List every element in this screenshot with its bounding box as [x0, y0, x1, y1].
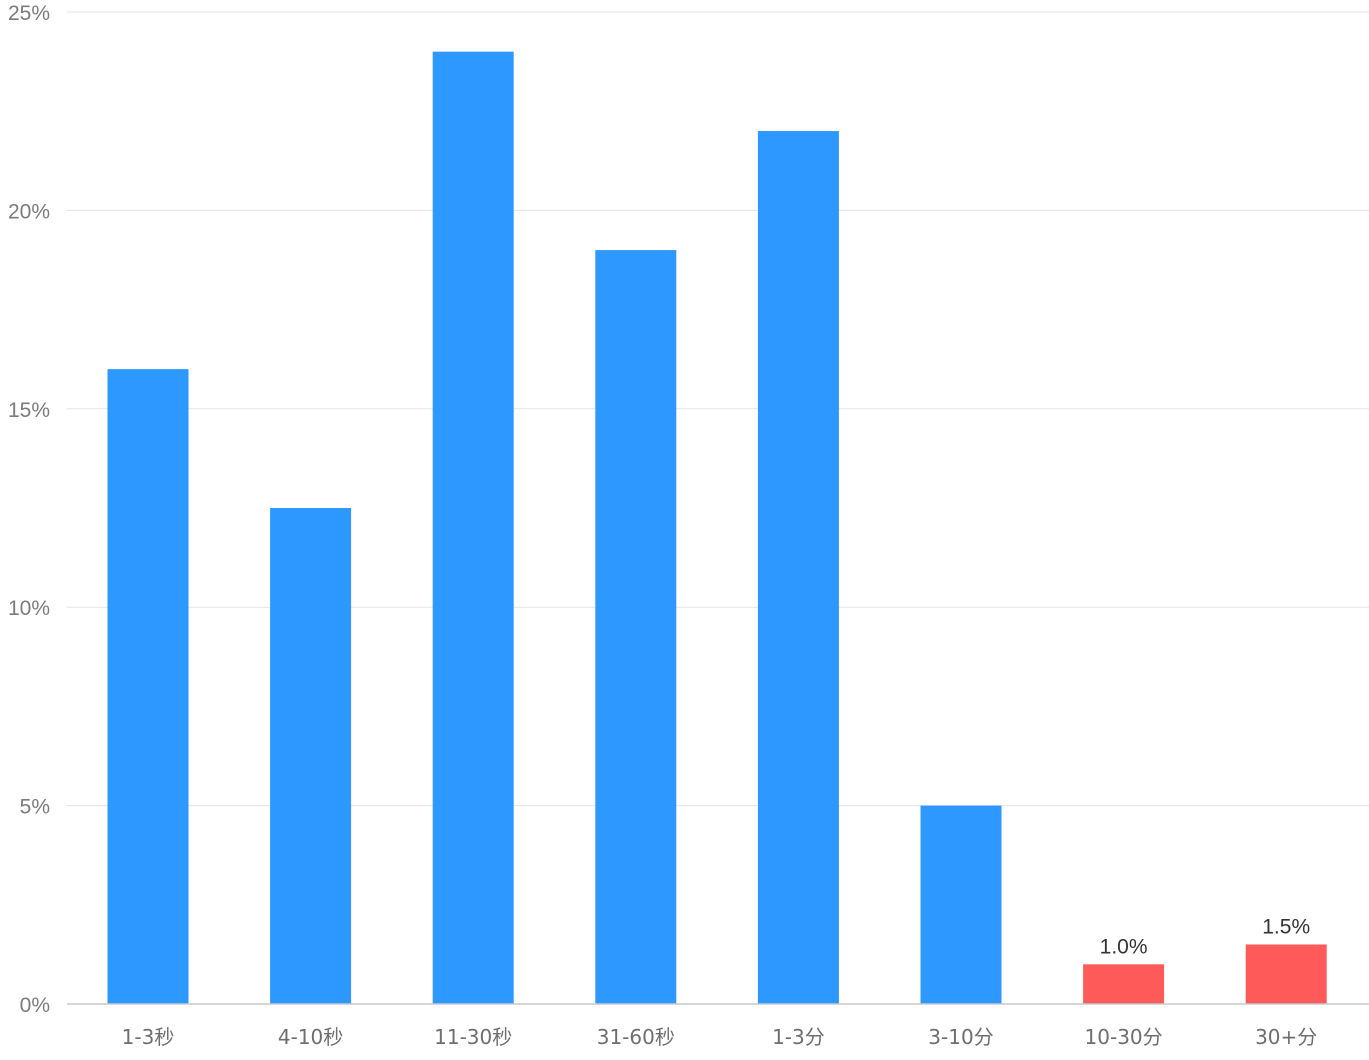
bar	[1245, 944, 1327, 1004]
y-tick-label: 15%	[8, 399, 50, 422]
x-tick-label: 3-10分	[928, 1025, 993, 1049]
bar	[920, 805, 1002, 1004]
bar	[107, 369, 189, 1004]
x-tick-label: 31-60秒	[597, 1025, 675, 1049]
data-label: 1.0%	[1100, 935, 1148, 958]
x-tick-label: 1-3分	[772, 1025, 825, 1049]
x-tick-label: 10-30分	[1085, 1025, 1163, 1049]
bars	[107, 51, 1327, 1005]
x-tick-label: 11-30秒	[434, 1025, 512, 1049]
bar	[1083, 964, 1165, 1004]
bar	[270, 508, 352, 1004]
y-tick-label: 5%	[20, 796, 50, 819]
gridlines	[67, 11, 1369, 807]
y-axis-ticks: 0% 5% 10% 15% 20% 25%	[8, 2, 50, 1017]
x-tick-label: 30+分	[1255, 1025, 1317, 1049]
y-tick-label: 25%	[8, 2, 50, 25]
x-tick-label: 4-10秒	[278, 1025, 343, 1049]
data-labels: 1.0% 1.5%	[1100, 915, 1310, 958]
bar	[757, 131, 839, 1005]
x-axis-categories: 1-3秒 4-10秒 11-30秒 31-60秒 1-3分 3-10分 10-30分 30+分	[122, 1025, 1318, 1049]
y-tick-label: 10%	[8, 597, 50, 620]
bar	[432, 51, 514, 1005]
bar	[595, 250, 677, 1004]
y-tick-label: 0%	[20, 994, 50, 1017]
data-label: 1.5%	[1262, 915, 1310, 938]
x-tick-label: 1-3秒	[122, 1025, 175, 1049]
y-tick-label: 20%	[8, 200, 50, 223]
